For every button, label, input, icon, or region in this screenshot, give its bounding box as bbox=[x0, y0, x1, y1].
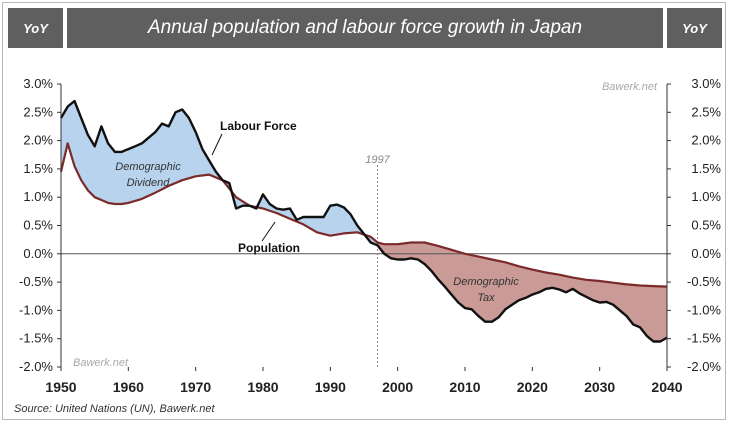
right-tick-label: -1.0% bbox=[687, 302, 721, 317]
left-tick-label: -1.5% bbox=[19, 331, 53, 346]
right-tick-label: -1.5% bbox=[687, 331, 721, 346]
demographic-dividend-area bbox=[61, 101, 378, 246]
watermark-bottom: Bawerk.net bbox=[73, 357, 129, 369]
tax-label-line2: Tax bbox=[477, 292, 495, 304]
right-tick-label: -0.5% bbox=[687, 274, 721, 289]
left-tick-label: -0.5% bbox=[19, 274, 53, 289]
left-tick-label: -1.0% bbox=[19, 302, 53, 317]
series-lines bbox=[59, 99, 668, 367]
area-fills bbox=[61, 101, 667, 342]
left-tick-label: -2.0% bbox=[19, 359, 53, 374]
x-tick-label: 2020 bbox=[517, 379, 548, 395]
right-tick-label: 0.0% bbox=[691, 246, 721, 261]
left-tick-label: 0.0% bbox=[23, 246, 53, 261]
right-tick-label: 2.0% bbox=[691, 133, 721, 148]
right-tick-label: 1.0% bbox=[691, 189, 721, 204]
labour-force-line bbox=[59, 99, 668, 343]
right-tick-label: 2.5% bbox=[691, 104, 721, 119]
title-bar: Annual population and labour force growt… bbox=[67, 8, 663, 48]
demographic-tax-area bbox=[377, 242, 667, 342]
left-yoy-badge: YoY bbox=[8, 8, 63, 48]
chart-title: Annual population and labour force growt… bbox=[147, 17, 583, 38]
population-pointer bbox=[261, 221, 276, 242]
right-tick-label: 1.5% bbox=[691, 161, 721, 176]
left-tick-label: 2.5% bbox=[23, 104, 53, 119]
left-yoy-text: YoY bbox=[23, 20, 48, 36]
dividend-label-line1: Demographic bbox=[115, 161, 181, 173]
chart-frame bbox=[2, 2, 726, 420]
x-tick-label: 1960 bbox=[113, 379, 144, 395]
right-tick-label: 0.5% bbox=[691, 218, 721, 233]
right-yoy-badge: YoY bbox=[667, 8, 722, 48]
left-tick-label: 1.5% bbox=[23, 161, 53, 176]
left-tick-label: 3.0% bbox=[23, 76, 53, 91]
watermark-top: Bawerk.net bbox=[602, 81, 658, 93]
left-axis: 3.0% 2.5% 2.0% 1.5% 1.0% 0.5% 0.0% -0.5% -1.0% -1… bbox=[19, 76, 62, 374]
tax-label-line1: Demographic bbox=[453, 276, 519, 288]
x-tick-label: 2030 bbox=[584, 379, 615, 395]
x-tick-label: 1980 bbox=[247, 379, 278, 395]
right-tick-label: 3.0% bbox=[691, 76, 721, 91]
x-tick-label: 2040 bbox=[651, 379, 682, 395]
left-tick-label: 0.5% bbox=[23, 218, 53, 233]
x-tick-label: 2000 bbox=[382, 379, 413, 395]
left-tick-label: 2.0% bbox=[23, 133, 53, 148]
labour-force-series-label: Labour Force bbox=[220, 119, 297, 133]
right-tick-label: -2.0% bbox=[687, 359, 721, 374]
right-yoy-text: YoY bbox=[682, 20, 707, 36]
x-tick-label: 2010 bbox=[449, 379, 480, 395]
x-tick-label: 1970 bbox=[180, 379, 211, 395]
x-axis: 1950 1960 1970 1980 1990 2000 2010 2020 2030 2040 bbox=[45, 367, 683, 395]
left-tick-label: 1.0% bbox=[23, 189, 53, 204]
source-note: Source: United Nations (UN), Bawerk.net bbox=[14, 403, 215, 415]
labour-force-pointer bbox=[211, 133, 223, 156]
annotations: 1997 Demographic Dividend Demographic Tax Lab… bbox=[115, 119, 519, 304]
population-line bbox=[59, 142, 668, 288]
x-tick-label: 1950 bbox=[45, 379, 76, 395]
x-tick-label: 1990 bbox=[315, 379, 346, 395]
dividend-label-line2: Dividend bbox=[127, 177, 171, 189]
population-series-label: Population bbox=[238, 241, 300, 255]
right-axis: 3.0% 2.5% 2.0% 1.5% 1.0% 0.5% 0.0% -0.5% -1.0% -1… bbox=[666, 76, 721, 374]
marker-1997-label: 1997 bbox=[365, 154, 390, 166]
